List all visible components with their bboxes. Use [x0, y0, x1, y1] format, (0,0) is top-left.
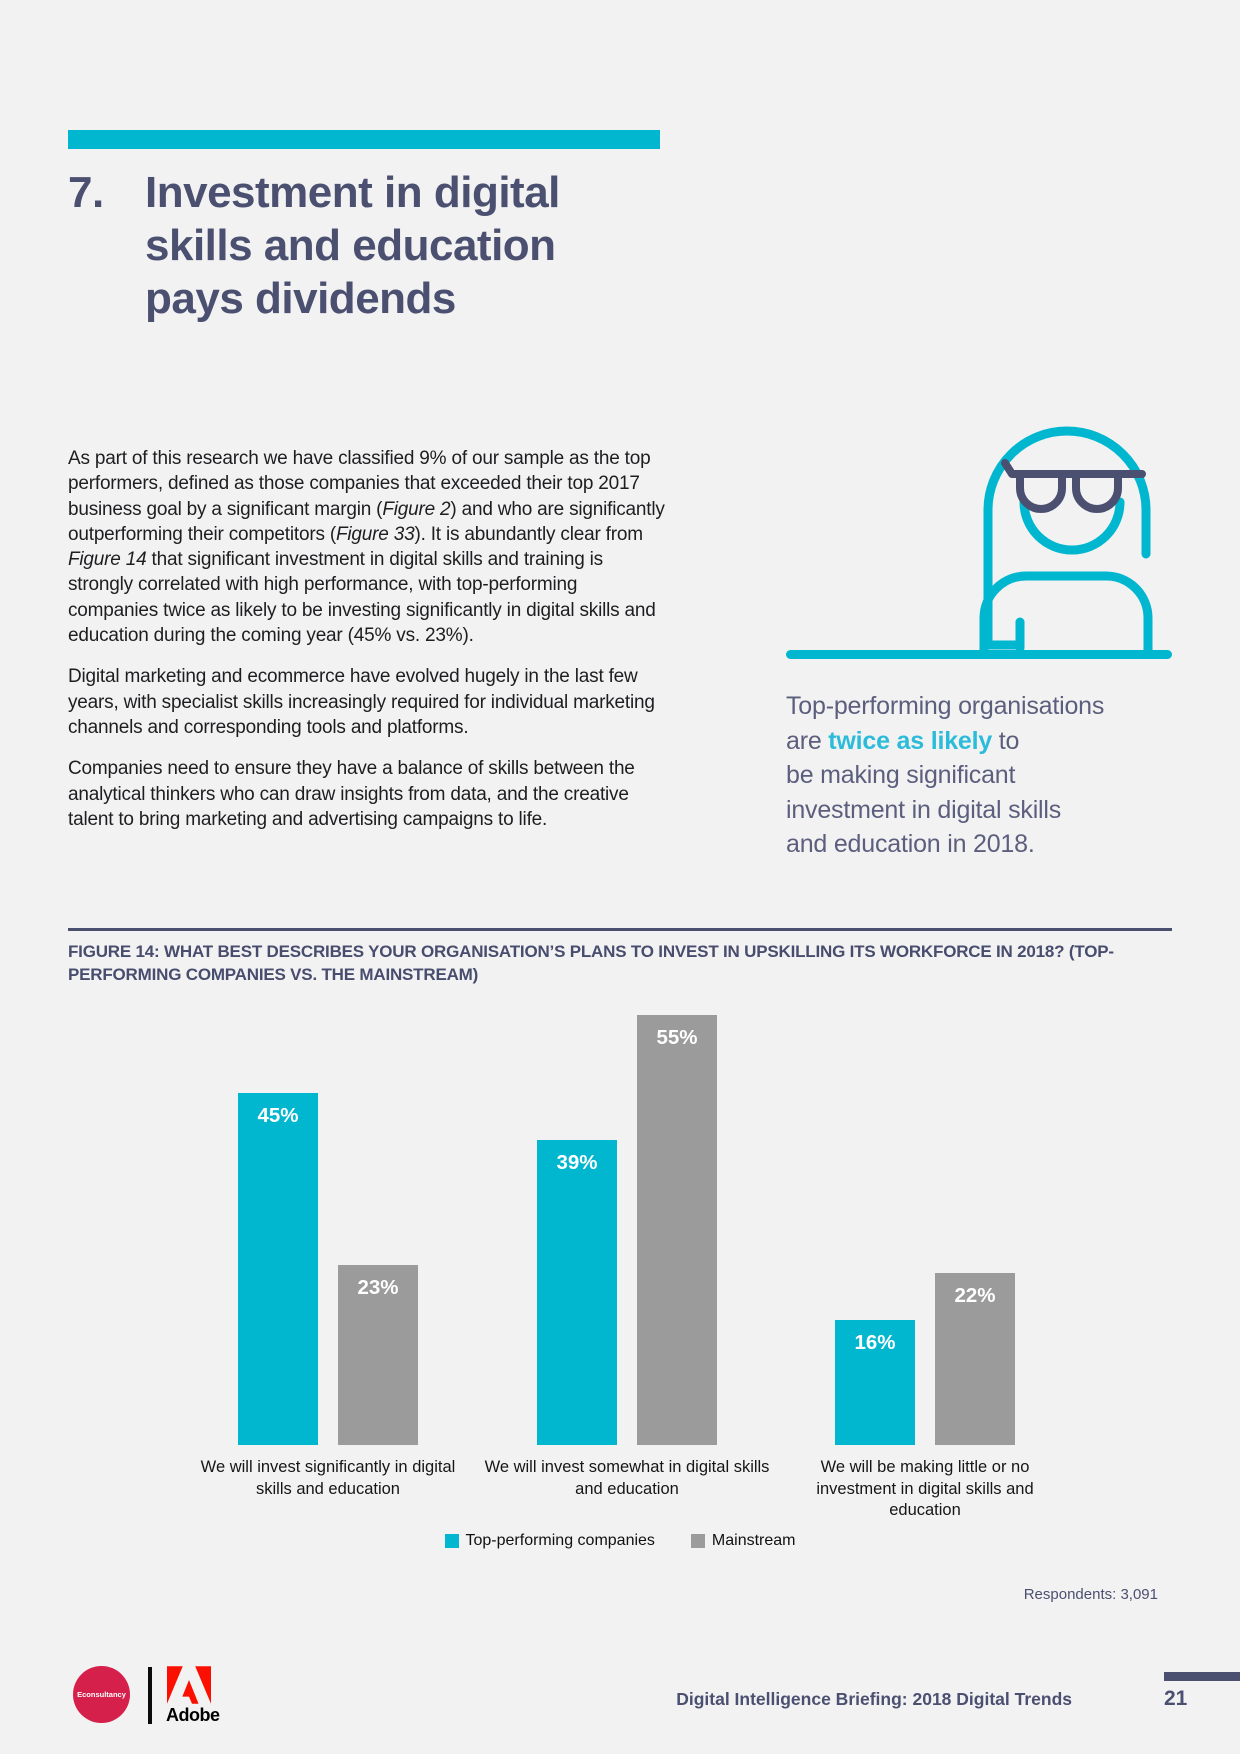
legend-label: Top-performing companies — [465, 1532, 655, 1549]
bar-value-label: 39% — [556, 1151, 598, 1174]
chart-legend: Top-performing companies Mainstream — [68, 1532, 1172, 1550]
woman-with-glasses-illustration — [979, 426, 1153, 652]
callout-segment: and education in 2018. — [786, 830, 1035, 858]
callout-line: investment in digital skills — [786, 793, 1186, 828]
title-line-3: pays dividends — [145, 274, 456, 323]
figure-caption: FIGURE 14: WHAT BEST DESCRIBES YOUR ORGA… — [68, 942, 1114, 984]
paragraph-2: Digital marketing and ecommerce have evo… — [68, 666, 655, 738]
paragraph-1-text: As part of this research we have classif… — [68, 448, 651, 520]
adobe-a-icon — [167, 1666, 211, 1704]
callout-segment: Top-performing organisations — [786, 692, 1105, 720]
bar-mainstream: 22% — [935, 1273, 1015, 1445]
footer-divider — [148, 1667, 152, 1724]
bar-value-label: 45% — [257, 1104, 299, 1127]
callout-segment: are — [786, 726, 829, 755]
legend-item: Mainstream — [690, 1532, 796, 1550]
page-number: 21 — [1164, 1687, 1188, 1710]
figure-14-chart: 45% 23% 39% 55% 16% 22% Top-performing compan… — [68, 995, 1172, 1615]
bar-value-label: 16% — [854, 1331, 896, 1354]
legend-swatch — [690, 1534, 705, 1548]
title-line-1: Investment in digital — [145, 168, 560, 217]
paragraph-1-text: that significant investment in digital s… — [68, 549, 656, 647]
callout-line: Top-performing organisations — [786, 689, 1186, 724]
bar-mainstream: 55% — [637, 1015, 717, 1445]
bar-top-performing: 45% — [238, 1093, 318, 1445]
legend-swatch — [444, 1534, 459, 1548]
category-label: We will invest somewhat in digital skill… — [484, 1458, 770, 1498]
respondents-note: Respondents: 3,091 — [1023, 1586, 1158, 1603]
body-text: As part of this research we have classif… — [68, 446, 672, 848]
page-title: Investment in digital skills and educati… — [145, 166, 560, 325]
callout-line: are twice as likely to — [786, 724, 1186, 759]
section-title: 7. Investment in digital skills and educ… — [68, 166, 560, 325]
desk-line — [786, 650, 1172, 659]
callout-line: and education in 2018. — [786, 827, 1186, 862]
bar-value-label: 23% — [357, 1276, 399, 1299]
bar-value-label: 55% — [656, 1026, 698, 1049]
paragraph-1: As part of this research we have classif… — [68, 446, 672, 648]
callout-segment: investment in digital skills — [786, 795, 1062, 824]
figure-33-reference: Figure 33 — [335, 523, 415, 545]
category-label: We will be making little or no investment… — [816, 1458, 1034, 1519]
footer-report-title: Digital Intelligence Briefing: 2018 Digi… — [676, 1689, 1072, 1709]
legend-label: Mainstream — [711, 1532, 796, 1549]
callout-highlight: twice as likely — [828, 726, 993, 755]
bar-mainstream: 23% — [338, 1265, 418, 1445]
callout-line: be making significant — [786, 758, 1186, 793]
paragraph-1-text: ). It is abundantly clear from — [414, 523, 643, 545]
bar-top-performing: 16% — [835, 1320, 915, 1445]
title-line-2: skills and education — [145, 221, 556, 270]
bar-top-performing: 39% — [537, 1140, 617, 1445]
callout-text: Top-performing organisations are twice as… — [786, 689, 1186, 862]
callout-segment: be making significant — [786, 761, 1016, 789]
chart-plot-area: 45% 23% 39% 55% 16% 22% — [68, 995, 1172, 1445]
paragraph-3: Companies need to ensure they have a bal… — [68, 758, 635, 830]
legend-item: Top-performing companies — [444, 1532, 655, 1550]
category-label: We will invest significantly in digital s… — [200, 1458, 456, 1498]
paragraph-1-text: ) and who are significantly outperformin… — [68, 498, 665, 545]
glasses-icon — [1001, 459, 1146, 478]
adobe-logo: Adobe — [166, 1666, 220, 1726]
figure-divider-rule — [68, 928, 1172, 931]
section-number: 7. — [68, 168, 104, 217]
econsultancy-logo: Econsultancy — [73, 1666, 130, 1723]
econsultancy-logo-label: Econsultancy — [77, 1690, 126, 1699]
bar-value-label: 22% — [954, 1284, 996, 1307]
callout-segment: to — [992, 726, 1020, 755]
figure-2-reference: Figure 2 — [382, 498, 451, 520]
figure-14-reference: Figure 14 — [68, 549, 147, 571]
page-number-bar — [1164, 1672, 1240, 1681]
adobe-logo-label: Adobe — [166, 1705, 220, 1725]
section-accent-bar — [68, 130, 660, 149]
